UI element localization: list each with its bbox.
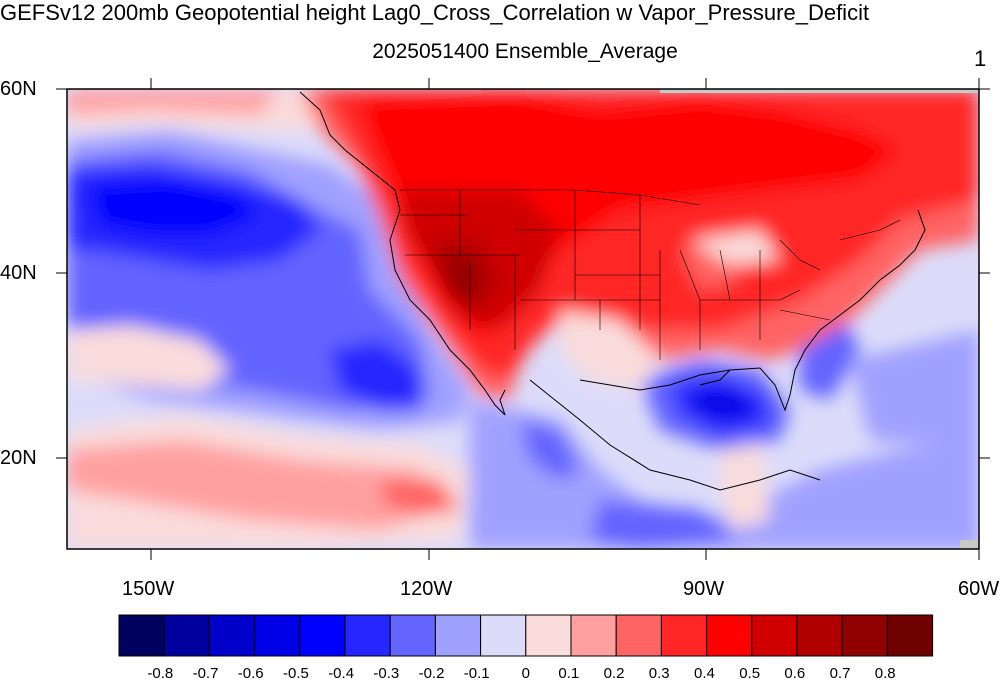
panel-number: 1 — [974, 46, 987, 71]
colorbar-tick-label: -0.7 — [192, 665, 219, 682]
colorbar-swatch — [254, 614, 301, 657]
lat-label-40n: 40N — [0, 262, 37, 284]
map-title: GEFSv12 200mb Geopotential height Lag0_C… — [0, 0, 870, 25]
colorbar-tick-label: 0.7 — [829, 665, 851, 682]
lat-label-60n: 60N — [0, 78, 37, 100]
colorbar-tick-label: 0.2 — [603, 665, 625, 682]
colorbar-tick-label: -0.5 — [283, 665, 309, 682]
colorbar-tick-label: 0.5 — [739, 665, 761, 682]
colorbar-swatch — [434, 614, 482, 657]
colorbar-swatch — [615, 614, 662, 657]
colorbar-tick-label: 0.8 — [874, 665, 896, 682]
colorbar-swatch — [706, 614, 753, 657]
colorbar-swatch — [389, 614, 436, 657]
lat-label-20n: 20N — [0, 447, 37, 469]
colorbar-swatch — [163, 614, 210, 657]
colorbar-swatch — [751, 614, 798, 657]
colorbar-swatch — [796, 614, 843, 657]
colorbar-tick-label: -0.2 — [418, 665, 445, 682]
lon-label-150w: 150W — [122, 578, 175, 600]
colorbar-tick-label: -0.1 — [463, 665, 490, 682]
map-frame — [66, 88, 980, 550]
colorbar-tick-label: 0.1 — [558, 665, 580, 682]
colorbar-tick-label: -0.3 — [373, 665, 400, 682]
colorbar-swatch — [299, 614, 346, 657]
colorbar-swatch — [208, 614, 256, 657]
colorbar-swatch — [886, 614, 934, 657]
colorbar-swatch — [570, 614, 617, 657]
colorbar-swatch — [480, 614, 527, 657]
colorbar-swatch — [841, 614, 888, 657]
colorbar-tick-label: 0 — [521, 665, 530, 682]
map-subtitle: 2025051400 Ensemble_Average — [372, 40, 678, 63]
lon-label-120w: 120W — [400, 578, 453, 600]
axis-ticks — [56, 78, 990, 560]
colorbar-tick-label: -0.6 — [237, 665, 264, 682]
colorbar-tick-label: -0.8 — [147, 665, 174, 682]
colorbar-tick-label: -0.4 — [328, 665, 355, 682]
colorbar-tick-label: 0.6 — [784, 665, 806, 682]
colorbar-swatch — [525, 614, 572, 657]
colorbar-swatch — [660, 614, 708, 657]
correlation-field — [67, 89, 979, 549]
lon-label-60w: 60W — [958, 578, 1000, 600]
colorbar-swatch — [118, 614, 165, 657]
colorbar-tick-label: 0.4 — [694, 665, 715, 682]
colorbar-tick-label: 0.3 — [648, 665, 670, 682]
colorbar — [118, 614, 934, 657]
state-borders — [400, 189, 901, 360]
colorbar-swatch — [344, 614, 391, 657]
coastlines — [299, 91, 926, 491]
lon-label-90w: 90W — [683, 578, 725, 600]
